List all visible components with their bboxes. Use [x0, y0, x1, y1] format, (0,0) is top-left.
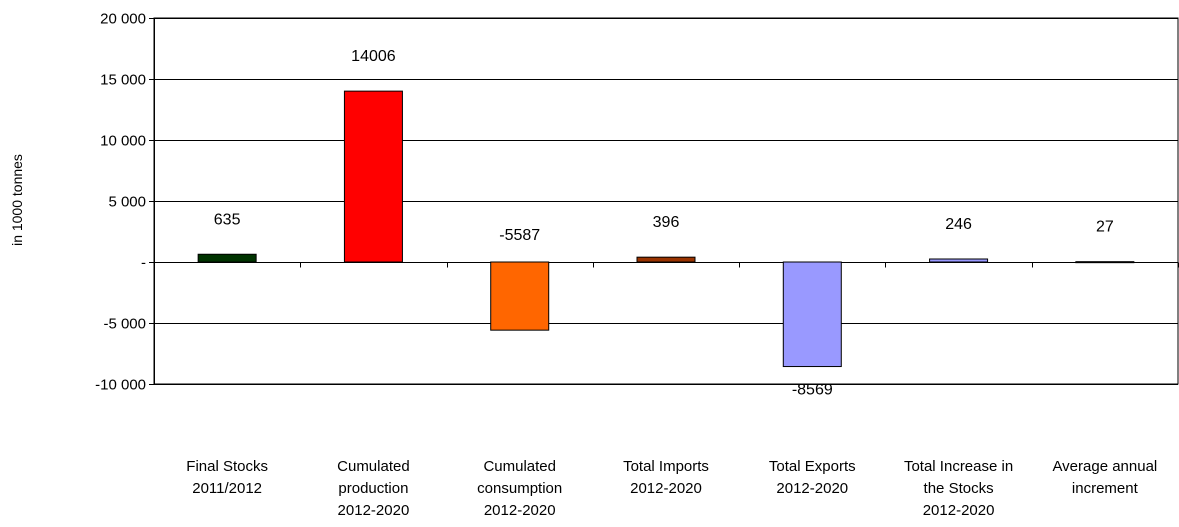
- data-labels: 635 14006 -5587 396 -8569 246 27: [214, 48, 1114, 398]
- bar: [197, 253, 257, 263]
- x-tick-label: production: [338, 480, 408, 497]
- x-tick-label: 2012-2020: [923, 502, 995, 519]
- x-tick-label: 2012-2020: [484, 502, 556, 519]
- x-tick-label: Cumulated: [337, 458, 410, 475]
- data-label: -5587: [499, 227, 540, 244]
- x-tick-label: 2012-2020: [338, 502, 410, 519]
- x-tick-label: Total Exports: [769, 458, 856, 475]
- axes: 20 000 15 000 10 000 5 000 - -5 000 -10 000 Fin…: [95, 11, 1179, 519]
- y-tick-label: 10 000: [100, 133, 146, 150]
- data-label: 396: [653, 214, 680, 231]
- x-tick-label: Cumulated: [483, 458, 556, 475]
- bar: [1075, 261, 1135, 264]
- x-tick-label: the Stocks: [924, 480, 994, 497]
- data-label: 27: [1096, 219, 1114, 236]
- data-label: 246: [945, 216, 972, 233]
- x-tick-label: Average annual: [1052, 458, 1157, 475]
- data-label: 635: [214, 211, 241, 228]
- x-tick-label: increment: [1072, 480, 1139, 497]
- y-tick-label: -10 000: [95, 377, 146, 394]
- x-tick-label: 2011/2012: [192, 480, 262, 497]
- data-label: 14006: [351, 48, 396, 65]
- bar: [343, 90, 403, 263]
- x-tick-label: consumption: [477, 480, 562, 497]
- gridlines: [153, 17, 1179, 385]
- x-tick-label: 2012-2020: [630, 480, 702, 497]
- data-label: -8569: [792, 382, 833, 399]
- bar: [929, 258, 989, 263]
- y-tick-label: -: [141, 255, 146, 272]
- y-tick-label: 15 000: [100, 72, 146, 89]
- y-tick-label: 5 000: [108, 194, 146, 211]
- x-tick-label: 2012-2020: [776, 480, 848, 497]
- x-tick-label: Total Imports: [623, 458, 709, 475]
- bar: [782, 261, 842, 368]
- bar: [636, 256, 696, 263]
- bars: [197, 90, 1135, 368]
- y-tick-label: 20 000: [100, 11, 146, 28]
- x-tick-label: Final Stocks: [186, 458, 268, 475]
- x-tick-label: Total Increase in: [904, 458, 1013, 475]
- y-tick-label: -5 000: [103, 316, 146, 333]
- bar: [490, 261, 550, 331]
- y-axis-title: in 1000 tonnes: [9, 154, 25, 246]
